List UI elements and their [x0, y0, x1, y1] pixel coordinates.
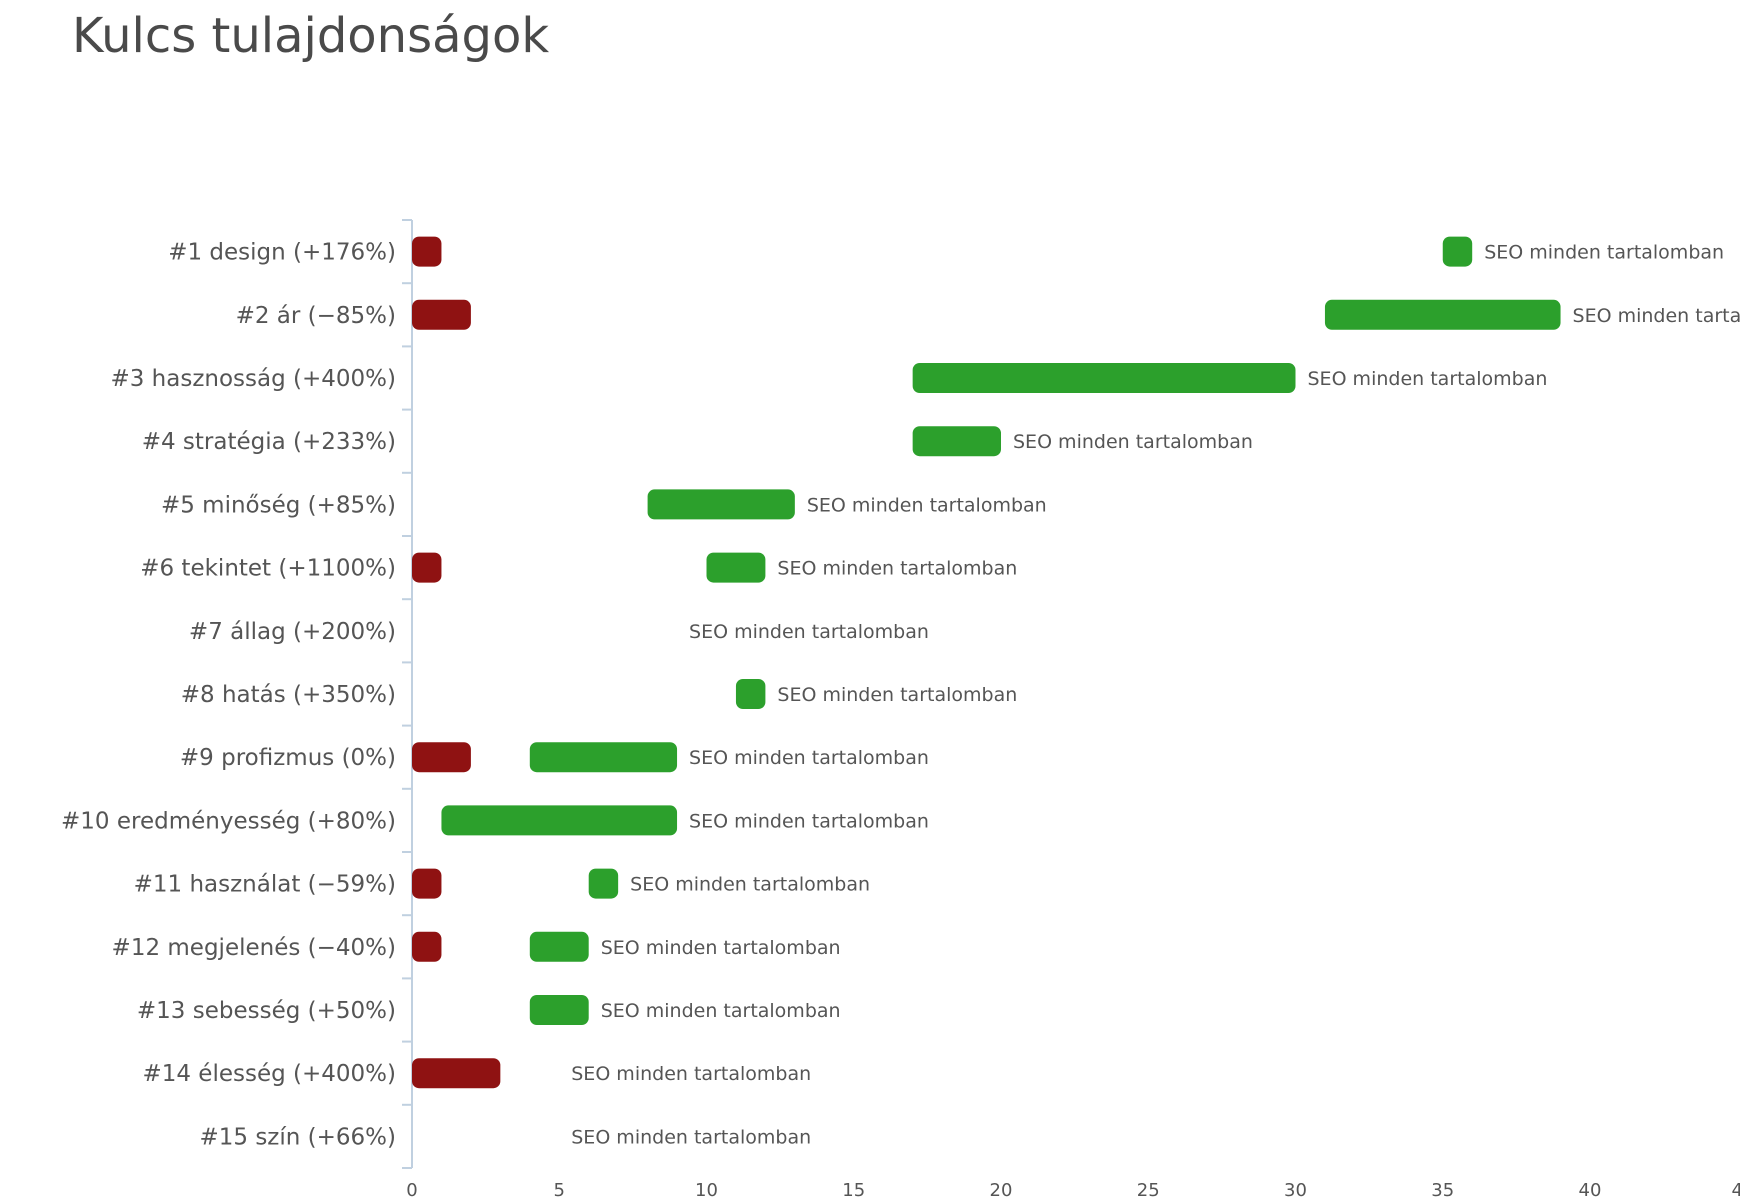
category-label: #9 profizmus (0%) [180, 745, 396, 771]
data-label: SEO minden tartalomban [689, 621, 929, 643]
data-label: SEO minden tartalomban [630, 874, 870, 896]
data-label: SEO minden tartalomban [689, 810, 929, 832]
data-label: SEO minden tartalomban [777, 558, 1017, 580]
category-label: #2 ár (−85%) [236, 303, 396, 329]
green-bar [706, 552, 766, 583]
category-label: #13 sebesség (+50%) [137, 998, 396, 1024]
data-label: SEO minden tartalomban [777, 684, 1017, 706]
category-label: #7 állag (+200%) [189, 619, 396, 645]
green-bar [529, 742, 678, 773]
data-label: SEO minden tartalomban [1573, 305, 1740, 327]
data-label: SEO minden tartalomban [1484, 242, 1724, 264]
category-label: #11 használat (−59%) [134, 872, 396, 898]
chart-title: Kulcs tulajdonságok [72, 8, 550, 64]
category-label: #10 eredményesség (+80%) [61, 808, 396, 834]
data-label: SEO minden tartalomban [571, 1063, 811, 1085]
red-bar [412, 236, 442, 267]
category-label: #8 hatás (+350%) [181, 682, 396, 708]
category-label: #6 tekintet (+1100%) [140, 556, 396, 582]
category-label: #14 élesség (+400%) [142, 1061, 396, 1087]
category-label: #15 szín (+66%) [199, 1124, 396, 1150]
category-label: #4 stratégia (+233%) [142, 429, 396, 455]
x-tick-label: 0 [406, 1180, 417, 1200]
green-bar [588, 868, 619, 899]
x-tick-label: 30 [1284, 1180, 1307, 1200]
x-tick-label: 35 [1431, 1180, 1454, 1200]
x-tick-label: 4 [1732, 1180, 1740, 1200]
green-bar [912, 426, 1001, 457]
green-bar [735, 679, 766, 709]
green-bar [1324, 299, 1561, 330]
data-label: SEO minden tartalomban [1013, 431, 1253, 453]
category-label: #3 hasznosság (+400%) [110, 366, 396, 392]
red-bar [412, 742, 471, 773]
data-label: SEO minden tartalomban [807, 494, 1047, 516]
category-label: #12 megjelenés (−40%) [112, 935, 396, 961]
x-tick-label: 5 [554, 1180, 565, 1200]
green-bar [441, 805, 678, 836]
data-label: SEO minden tartalomban [601, 937, 841, 959]
data-label: SEO minden tartalomban [689, 747, 929, 769]
category-label: #1 design (+176%) [168, 240, 396, 266]
x-tick-label: 10 [695, 1180, 718, 1200]
x-tick-label: 40 [1579, 1180, 1602, 1200]
red-bar [412, 552, 442, 583]
data-label: SEO minden tartalomban [1308, 368, 1548, 390]
x-tick-label: 20 [990, 1180, 1013, 1200]
data-label: SEO minden tartalomban [601, 1000, 841, 1022]
red-bar [412, 299, 471, 330]
red-bar [412, 1058, 501, 1089]
category-label: #5 minőség (+85%) [161, 492, 396, 518]
green-bar [529, 931, 589, 962]
data-label: SEO minden tartalomban [571, 1126, 811, 1148]
green-bar [1442, 236, 1473, 267]
x-tick-label: 25 [1137, 1180, 1160, 1200]
red-bar [412, 868, 442, 899]
green-bar [912, 363, 1296, 393]
x-tick-label: 15 [842, 1180, 865, 1200]
green-bar [647, 489, 795, 520]
red-bar [412, 931, 442, 962]
green-bar [529, 995, 589, 1025]
